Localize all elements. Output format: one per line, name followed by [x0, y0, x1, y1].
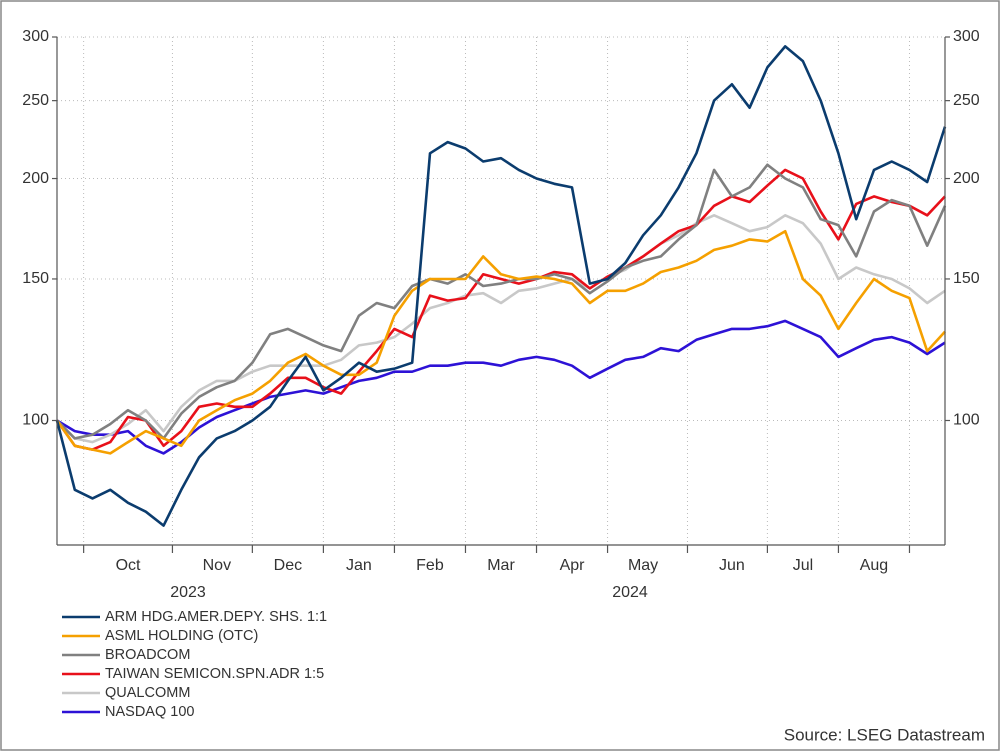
y-tick-label: 200 [22, 170, 49, 187]
x-tick-label: Mar [487, 557, 515, 574]
series-line [55, 229, 946, 455]
series-line [56, 163, 947, 440]
plot-lines [55, 45, 947, 527]
x-tick-label: May [628, 557, 658, 574]
y2-tick-label: 300 [953, 28, 980, 45]
y2-tick-label: 100 [953, 412, 980, 429]
legend-label: BROADCOM [105, 647, 190, 663]
series-line [55, 45, 947, 527]
source: Source: LSEG Datastream [784, 725, 985, 744]
x-tick-label: Nov [203, 557, 231, 574]
grid [52, 36, 950, 553]
series-line [56, 319, 946, 455]
series-line [56, 214, 946, 444]
legend-label: ASML HOLDING (OTC) [105, 628, 258, 644]
legend-label: ARM HDG.AMER.DEPY. SHS. 1:1 [105, 609, 327, 625]
y2-tick-label: 250 [953, 92, 980, 109]
y2-tick-label: 150 [953, 270, 980, 287]
series-line [55, 168, 946, 451]
y-tick-label: 250 [22, 92, 49, 109]
year-label: 2023 [170, 584, 206, 601]
x-tick-label: Feb [416, 557, 444, 574]
y-tick-label: 100 [22, 412, 49, 429]
x-tick-label: Jul [793, 557, 813, 574]
legend-label: QUALCOMM [105, 685, 190, 701]
x-tick-label: Dec [274, 557, 302, 574]
labels: 100 100 150 150 200 200 250 250 300 300 Oct Nov Dec J… [22, 28, 980, 720]
legend-label: TAIWAN SEMICON.SPN.ADR 1:5 [105, 666, 324, 682]
y2-tick-label: 200 [953, 170, 980, 187]
year-label: 2024 [612, 584, 648, 601]
x-tick-label: Jan [346, 557, 372, 574]
x-tick-label: Jun [719, 557, 745, 574]
legend-label: NASDAQ 100 [105, 704, 194, 720]
y-tick-label: 150 [22, 270, 49, 287]
x-tick-label: Aug [860, 557, 888, 574]
x-tick-label: Oct [116, 557, 141, 574]
y-tick-label: 300 [22, 28, 49, 45]
x-tick-label: Apr [560, 557, 586, 574]
